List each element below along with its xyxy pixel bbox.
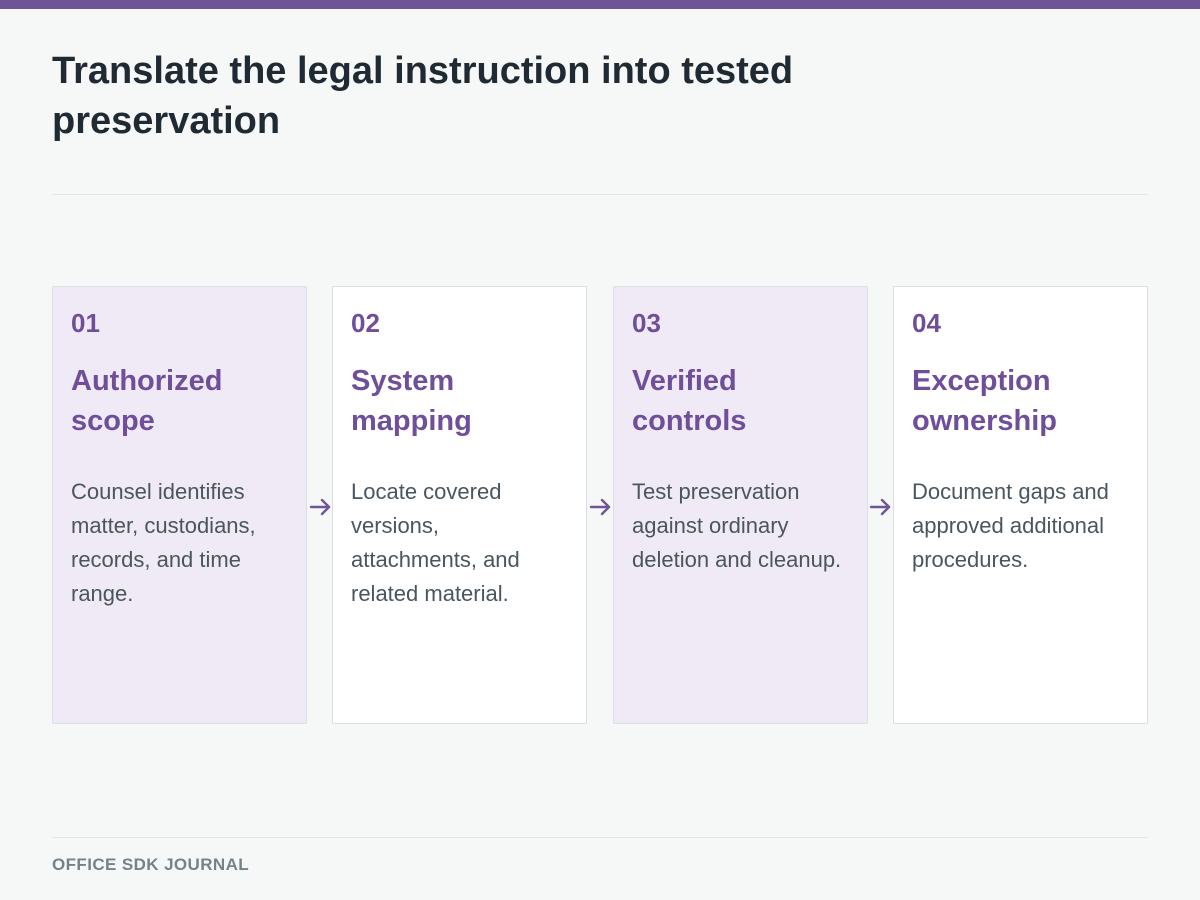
arrow-right-icon xyxy=(869,498,891,516)
step-description: Test preservation against ordinary delet… xyxy=(632,479,842,572)
page-title: Translate the legal instruction into tes… xyxy=(52,50,794,142)
footer-brand: OFFICE SDK JOURNAL xyxy=(52,855,250,874)
step-description: Document gaps and approved additional pr… xyxy=(912,479,1109,572)
footer-divider xyxy=(52,837,1148,838)
step-card-3: 03 Verified controls Test preservation a… xyxy=(613,286,868,724)
step-card-4: 04 Exception ownership Document gaps and… xyxy=(893,286,1148,724)
process-steps: 01 Authorized scope Counsel identifies m… xyxy=(52,286,1148,724)
accent-top-bar xyxy=(0,0,1200,9)
step-title: System mapping xyxy=(351,365,472,437)
step-number: 02 xyxy=(351,308,380,338)
step-number: 01 xyxy=(71,308,100,338)
arrow-right-icon xyxy=(589,498,611,516)
step-title: Verified controls xyxy=(632,365,747,437)
step-title: Authorized scope xyxy=(71,365,223,437)
arrow-right-icon xyxy=(309,498,331,516)
step-card-2: 02 System mapping Locate covered version… xyxy=(332,286,587,724)
step-number: 04 xyxy=(912,308,941,338)
header-divider xyxy=(52,194,1148,195)
step-number: 03 xyxy=(632,308,661,338)
step-description: Counsel identifies matter, custodians, r… xyxy=(71,479,256,606)
step-description: Locate covered versions, attachments, an… xyxy=(351,479,520,606)
step-title: Exception ownership xyxy=(912,365,1058,437)
step-card-1: 01 Authorized scope Counsel identifies m… xyxy=(52,286,307,724)
